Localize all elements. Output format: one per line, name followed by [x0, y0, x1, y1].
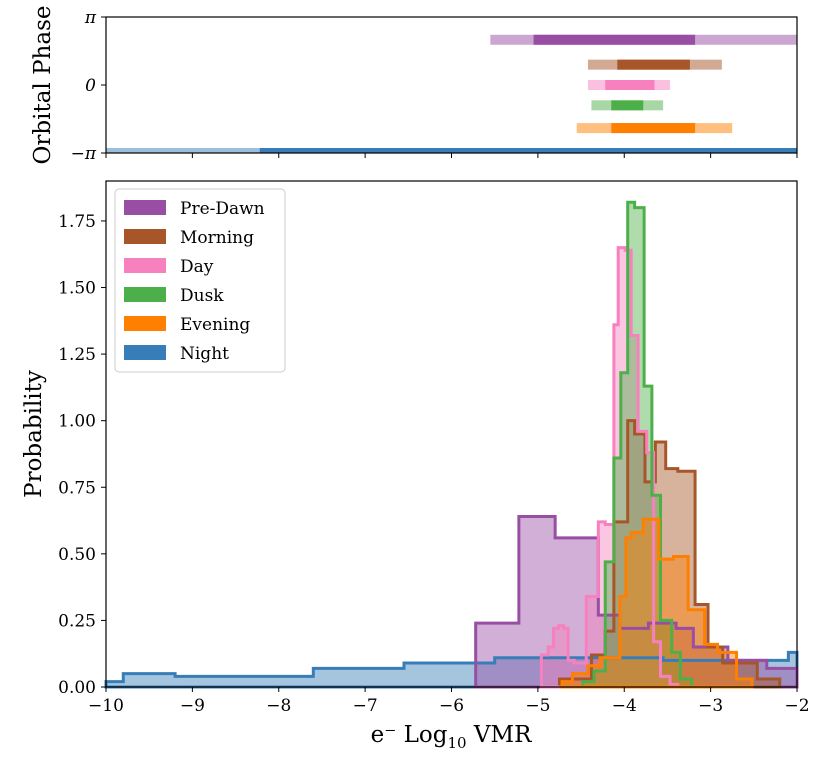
legend-label-evening: Evening — [180, 315, 250, 335]
legend-swatch-day — [124, 258, 166, 273]
y-tick-label: 1.00 — [58, 412, 96, 432]
histogram-fill-day — [541, 247, 678, 687]
histogram-outline-pre-dawn — [474, 515, 799, 689]
top-y-tick-label: π — [84, 8, 97, 28]
y-tick-label: 1.50 — [58, 279, 96, 299]
x-tick-label: −6 — [439, 696, 464, 716]
orbital-phase-panel: π 0 −π Orbital Phase — [30, 6, 798, 165]
x-axis-title: e⁻ Log10 VMR — [371, 722, 532, 752]
legend-label-dusk: Dusk — [180, 286, 224, 306]
x-tick-label: −8 — [266, 696, 291, 716]
bottom-y-axis-title: Probability — [21, 370, 47, 498]
legend-swatch-dusk — [124, 287, 166, 302]
x-tick-label: −4 — [612, 696, 637, 716]
phase-inner-bar-dusk — [611, 100, 644, 111]
top-y-tick-label: 0 — [85, 76, 96, 96]
legend-label-pre-dawn: Pre-Dawn — [180, 199, 265, 219]
x-tick-label: −7 — [353, 696, 378, 716]
histogram-outline-night — [104, 650, 799, 689]
y-tick-label: 0.50 — [58, 545, 96, 565]
x-tick-label: −2 — [784, 696, 809, 716]
histogram-outline-evening — [560, 517, 754, 689]
legend: Pre-Dawn Morning Day Dusk Evening Night — [114, 188, 286, 373]
histogram-panel: −10 −9 −8 −7 −6 −5 −4 −3 −2 0.00 0.25 0.50 0.75 1.00… — [21, 180, 810, 752]
legend-label-morning: Morning — [180, 228, 254, 248]
phase-inner-bar-evening — [611, 123, 696, 134]
legend-swatch-pre-dawn — [124, 200, 166, 215]
histogram-outline-dusk — [581, 200, 694, 689]
phase-inner-bar-morning — [617, 59, 690, 70]
y-tick-label: 1.25 — [58, 345, 96, 365]
x-tick-label: −10 — [88, 696, 124, 716]
histogram-fill-pre-dawn — [475, 516, 797, 687]
y-tick-label: 0.25 — [58, 611, 96, 631]
histogram-fill-night — [106, 652, 797, 687]
x-tick-label: −3 — [698, 696, 723, 716]
y-tick-label: 0.75 — [58, 478, 96, 498]
y-tick-label: 0.00 — [58, 678, 96, 698]
bottom-y-ticks: 0.00 0.25 0.50 0.75 1.00 1.25 1.50 1.75 — [58, 212, 106, 698]
histogram-outlines — [104, 200, 799, 689]
histogram-fill-dusk — [582, 202, 692, 687]
top-y-axis-title: Orbital Phase — [30, 6, 56, 165]
top-y-tick-label: −π — [71, 144, 97, 164]
phase-range-bars — [106, 34, 797, 153]
x-tick-label: −5 — [525, 696, 550, 716]
legend-swatch-night — [124, 345, 166, 360]
legend-label-day: Day — [180, 257, 214, 277]
bottom-x-ticks: −10 −9 −8 −7 −6 −5 −4 −3 −2 — [88, 687, 810, 716]
phase-inner-bar-night — [259, 148, 797, 153]
phase-inner-bar-day — [605, 80, 655, 90]
y-tick-label: 1.75 — [58, 212, 96, 232]
legend-swatch-morning — [124, 229, 166, 244]
legend-swatch-evening — [124, 316, 166, 331]
top-y-ticks: π 0 −π — [71, 8, 106, 164]
top-x-ticks — [105, 153, 798, 158]
phase-inner-bar-pre-dawn — [533, 34, 696, 45]
x-tick-label: −9 — [180, 696, 205, 716]
legend-label-night: Night — [180, 344, 229, 364]
